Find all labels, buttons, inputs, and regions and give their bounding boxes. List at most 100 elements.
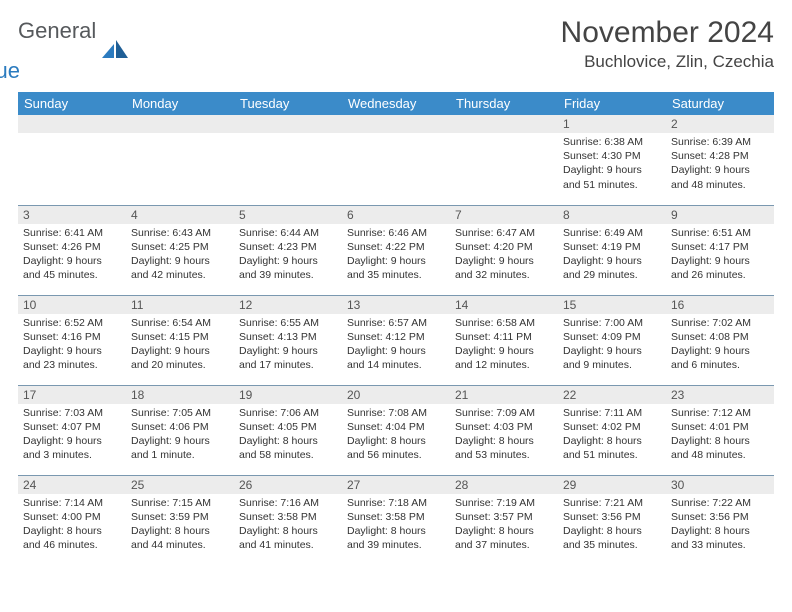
daylight-text: Daylight: 8 hours and 51 minutes. [563, 434, 661, 462]
sunset-text: Sunset: 4:04 PM [347, 420, 445, 434]
day-number: 3 [18, 206, 126, 224]
sunrise-text: Sunrise: 6:38 AM [563, 135, 661, 149]
daylight-text: Daylight: 9 hours and 51 minutes. [563, 163, 661, 191]
calendar-day-cell: 29Sunrise: 7:21 AMSunset: 3:56 PMDayligh… [558, 475, 666, 565]
sunset-text: Sunset: 3:58 PM [239, 510, 337, 524]
day-number: 30 [666, 476, 774, 494]
sunset-text: Sunset: 4:06 PM [131, 420, 229, 434]
sunset-text: Sunset: 3:58 PM [347, 510, 445, 524]
day-number [342, 115, 450, 133]
sunset-text: Sunset: 4:09 PM [563, 330, 661, 344]
weekday-header: Saturday [666, 92, 774, 115]
calendar-day-cell: 23Sunrise: 7:12 AMSunset: 4:01 PMDayligh… [666, 385, 774, 475]
sunset-text: Sunset: 4:19 PM [563, 240, 661, 254]
sunrise-text: Sunrise: 6:58 AM [455, 316, 553, 330]
calendar-day-cell: 5Sunrise: 6:44 AMSunset: 4:23 PMDaylight… [234, 205, 342, 295]
calendar-day-cell: 6Sunrise: 6:46 AMSunset: 4:22 PMDaylight… [342, 205, 450, 295]
calendar-week-row: 3Sunrise: 6:41 AMSunset: 4:26 PMDaylight… [18, 205, 774, 295]
daylight-text: Daylight: 8 hours and 53 minutes. [455, 434, 553, 462]
calendar-day-cell: 17Sunrise: 7:03 AMSunset: 4:07 PMDayligh… [18, 385, 126, 475]
sunrise-text: Sunrise: 7:02 AM [671, 316, 769, 330]
calendar-week-row: 17Sunrise: 7:03 AMSunset: 4:07 PMDayligh… [18, 385, 774, 475]
daylight-text: Daylight: 8 hours and 41 minutes. [239, 524, 337, 552]
day-details: Sunrise: 7:05 AMSunset: 4:06 PMDaylight:… [126, 404, 234, 467]
sunrise-text: Sunrise: 6:39 AM [671, 135, 769, 149]
calendar-day-cell: 13Sunrise: 6:57 AMSunset: 4:12 PMDayligh… [342, 295, 450, 385]
page-header: General Blue November 2024 Buchlovice, Z… [18, 16, 774, 82]
calendar-day-cell [126, 115, 234, 205]
daylight-text: Daylight: 9 hours and 23 minutes. [23, 344, 121, 372]
sunrise-text: Sunrise: 7:00 AM [563, 316, 661, 330]
sunrise-text: Sunrise: 6:47 AM [455, 226, 553, 240]
sunset-text: Sunset: 4:25 PM [131, 240, 229, 254]
calendar-day-cell: 12Sunrise: 6:55 AMSunset: 4:13 PMDayligh… [234, 295, 342, 385]
sunrise-text: Sunrise: 6:41 AM [23, 226, 121, 240]
calendar-day-cell: 21Sunrise: 7:09 AMSunset: 4:03 PMDayligh… [450, 385, 558, 475]
sunset-text: Sunset: 3:59 PM [131, 510, 229, 524]
calendar-day-cell [342, 115, 450, 205]
sunset-text: Sunset: 4:11 PM [455, 330, 553, 344]
daylight-text: Daylight: 8 hours and 56 minutes. [347, 434, 445, 462]
calendar-week-row: 24Sunrise: 7:14 AMSunset: 4:00 PMDayligh… [18, 475, 774, 565]
sunset-text: Sunset: 4:08 PM [671, 330, 769, 344]
daylight-text: Daylight: 9 hours and 32 minutes. [455, 254, 553, 282]
day-number: 11 [126, 296, 234, 314]
day-details [234, 133, 342, 139]
calendar-day-cell: 15Sunrise: 7:00 AMSunset: 4:09 PMDayligh… [558, 295, 666, 385]
day-number: 9 [666, 206, 774, 224]
sunrise-text: Sunrise: 7:16 AM [239, 496, 337, 510]
daylight-text: Daylight: 9 hours and 26 minutes. [671, 254, 769, 282]
sunrise-text: Sunrise: 7:21 AM [563, 496, 661, 510]
calendar-day-cell: 18Sunrise: 7:05 AMSunset: 4:06 PMDayligh… [126, 385, 234, 475]
calendar-day-cell: 8Sunrise: 6:49 AMSunset: 4:19 PMDaylight… [558, 205, 666, 295]
weekday-header: Thursday [450, 92, 558, 115]
daylight-text: Daylight: 9 hours and 6 minutes. [671, 344, 769, 372]
day-number: 23 [666, 386, 774, 404]
day-details: Sunrise: 6:52 AMSunset: 4:16 PMDaylight:… [18, 314, 126, 377]
sunset-text: Sunset: 4:15 PM [131, 330, 229, 344]
sunset-text: Sunset: 4:13 PM [239, 330, 337, 344]
sunset-text: Sunset: 4:12 PM [347, 330, 445, 344]
sunset-text: Sunset: 4:20 PM [455, 240, 553, 254]
calendar-body: 1Sunrise: 6:38 AMSunset: 4:30 PMDaylight… [18, 115, 774, 565]
weekday-header: Wednesday [342, 92, 450, 115]
day-number: 6 [342, 206, 450, 224]
logo-word2: Blue [0, 60, 20, 82]
day-number: 25 [126, 476, 234, 494]
day-details: Sunrise: 7:21 AMSunset: 3:56 PMDaylight:… [558, 494, 666, 557]
day-number: 8 [558, 206, 666, 224]
weekday-header: Friday [558, 92, 666, 115]
calendar-week-row: 10Sunrise: 6:52 AMSunset: 4:16 PMDayligh… [18, 295, 774, 385]
day-number [234, 115, 342, 133]
day-details [450, 133, 558, 139]
calendar-day-cell: 26Sunrise: 7:16 AMSunset: 3:58 PMDayligh… [234, 475, 342, 565]
sunset-text: Sunset: 4:02 PM [563, 420, 661, 434]
day-number [126, 115, 234, 133]
sunrise-text: Sunrise: 7:14 AM [23, 496, 121, 510]
day-number: 21 [450, 386, 558, 404]
sunset-text: Sunset: 4:03 PM [455, 420, 553, 434]
calendar-day-cell: 30Sunrise: 7:22 AMSunset: 3:56 PMDayligh… [666, 475, 774, 565]
daylight-text: Daylight: 9 hours and 17 minutes. [239, 344, 337, 372]
sunset-text: Sunset: 3:56 PM [563, 510, 661, 524]
calendar-day-cell: 24Sunrise: 7:14 AMSunset: 4:00 PMDayligh… [18, 475, 126, 565]
day-details: Sunrise: 6:49 AMSunset: 4:19 PMDaylight:… [558, 224, 666, 287]
sunrise-text: Sunrise: 6:54 AM [131, 316, 229, 330]
calendar-day-cell: 2Sunrise: 6:39 AMSunset: 4:28 PMDaylight… [666, 115, 774, 205]
sunrise-text: Sunrise: 6:57 AM [347, 316, 445, 330]
sunrise-text: Sunrise: 7:06 AM [239, 406, 337, 420]
daylight-text: Daylight: 9 hours and 14 minutes. [347, 344, 445, 372]
day-number: 29 [558, 476, 666, 494]
day-number: 28 [450, 476, 558, 494]
day-number: 10 [18, 296, 126, 314]
day-details [126, 133, 234, 139]
logo: General Blue [18, 16, 130, 82]
daylight-text: Daylight: 9 hours and 39 minutes. [239, 254, 337, 282]
calendar-day-cell: 22Sunrise: 7:11 AMSunset: 4:02 PMDayligh… [558, 385, 666, 475]
sunset-text: Sunset: 4:17 PM [671, 240, 769, 254]
calendar-day-cell: 28Sunrise: 7:19 AMSunset: 3:57 PMDayligh… [450, 475, 558, 565]
month-title: November 2024 [561, 16, 774, 50]
daylight-text: Daylight: 9 hours and 35 minutes. [347, 254, 445, 282]
sunrise-text: Sunrise: 7:19 AM [455, 496, 553, 510]
daylight-text: Daylight: 9 hours and 42 minutes. [131, 254, 229, 282]
